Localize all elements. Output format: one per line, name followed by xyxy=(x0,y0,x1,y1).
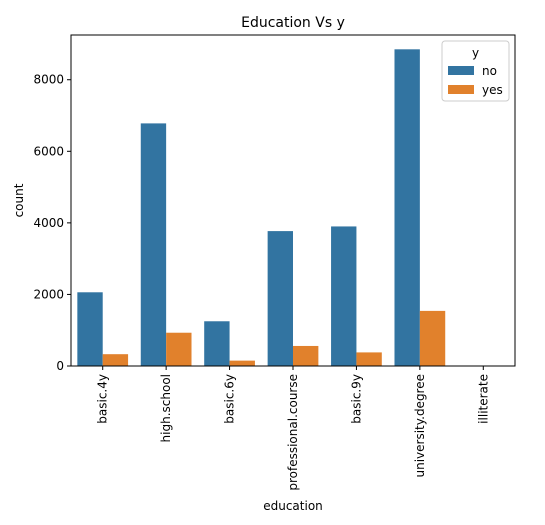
bar-yes-basic.4y xyxy=(102,354,129,366)
x-tick-label: high.school xyxy=(159,374,173,442)
legend-label-yes: yes xyxy=(482,83,503,97)
y-axis-label: count xyxy=(12,183,26,217)
bar-yes-professional.course xyxy=(293,345,319,366)
legend-label-no: no xyxy=(482,64,497,78)
bar-yes-university.degree xyxy=(419,310,446,366)
x-tick-label: illiterate xyxy=(476,374,490,424)
bar-no-university.degree xyxy=(394,49,420,367)
y-tick-label: 6000 xyxy=(33,144,64,158)
x-tick-label: basic.4y xyxy=(96,374,110,424)
legend-swatch-yes xyxy=(448,85,474,94)
x-tick-label: professional.course xyxy=(286,374,300,491)
bar-yes-high.school xyxy=(166,332,192,366)
chart-title: Education Vs y xyxy=(241,15,345,31)
bar-yes-basic.9y xyxy=(356,352,382,366)
plot-frame xyxy=(70,34,516,367)
x-tick-label: university.degree xyxy=(413,374,427,478)
bar-no-basic.9y xyxy=(331,226,357,366)
legend-title: y xyxy=(472,46,479,60)
bars-group xyxy=(77,49,509,367)
x-tick-label: basic.6y xyxy=(223,374,237,424)
legend-swatch-no xyxy=(448,66,474,75)
y-tick-label: 4000 xyxy=(33,216,64,230)
bar-yes-basic.6y xyxy=(229,360,255,366)
bar-no-professional.course xyxy=(267,231,293,366)
x-axis-label: education xyxy=(263,499,323,513)
y-tick-label: 2000 xyxy=(33,287,64,301)
y-tick-label: 8000 xyxy=(33,73,64,87)
x-axis-ticks: basic.4y high.school basic.6y professional.… xyxy=(96,366,490,491)
x-tick-label: basic.9y xyxy=(349,374,363,424)
bar-no-basic.4y xyxy=(77,292,103,366)
bar-no-high.school xyxy=(140,123,167,366)
legend: yno yes xyxy=(441,40,510,102)
y-tick-label: 0 xyxy=(56,359,64,373)
y-axis-ticks: 0 2000 4000 6000 8000 xyxy=(33,73,71,373)
bar-no-basic.6y xyxy=(204,321,230,366)
